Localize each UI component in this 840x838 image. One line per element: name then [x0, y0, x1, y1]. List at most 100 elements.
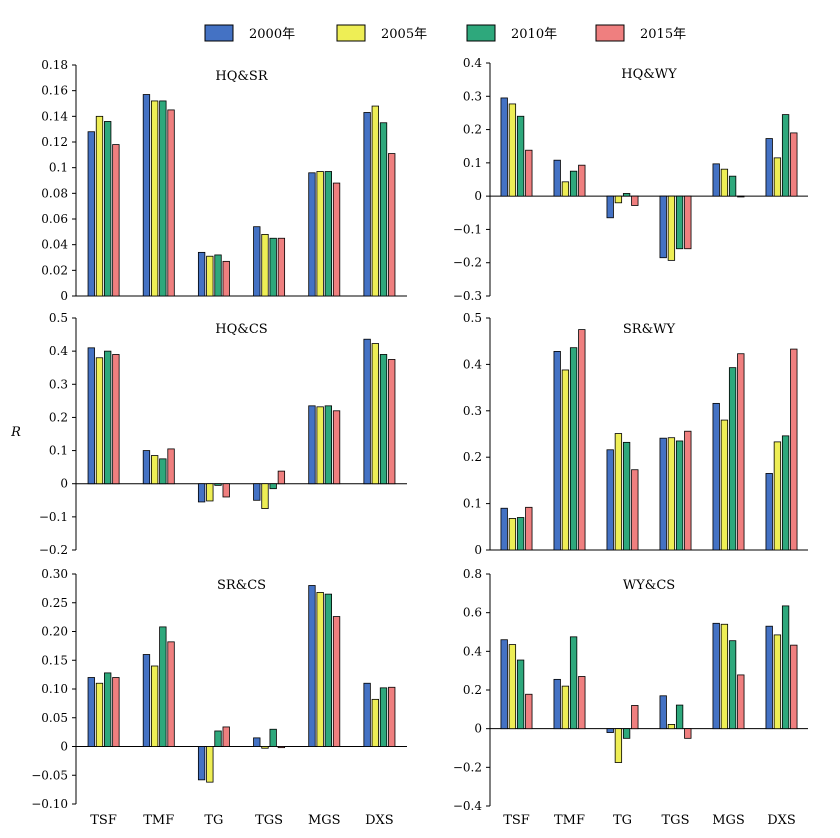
bar [622, 193, 631, 197]
legend-label: 2015年 [640, 27, 686, 42]
bar [167, 448, 175, 485]
legend-swatch [595, 24, 625, 42]
bar [197, 483, 206, 503]
bar [508, 518, 517, 551]
bar [684, 728, 692, 739]
panel-title: SR&WY [623, 322, 676, 337]
bar [142, 654, 151, 747]
panel-sr-cs: −0.10 −0.05 0 0.05 0.10 0.15 0.20 0.25 0.30 SR&CS… [31, 567, 407, 828]
bar [659, 195, 667, 259]
bar [316, 592, 324, 747]
bar [206, 255, 214, 297]
bar [659, 437, 667, 551]
y-tick-label: 0.1 [49, 161, 68, 175]
bar [159, 100, 167, 297]
bar [516, 659, 525, 730]
bar [150, 455, 159, 485]
x-category-label: TSF [90, 813, 117, 828]
bar [659, 695, 667, 730]
y-tick-label: 0.4 [49, 344, 68, 358]
bar [728, 367, 737, 551]
y-tick-label: 0.3 [463, 89, 482, 103]
y-tick-label: 0.2 [463, 450, 482, 464]
y-tick-label: 0.30 [41, 567, 68, 581]
y-tick-label: 0.10 [41, 682, 68, 696]
y-tick-label: 0 [60, 740, 68, 754]
y-tick-label: −0.4 [453, 799, 483, 813]
bar [561, 181, 570, 197]
panel-title: HQ&WY [621, 67, 677, 82]
bar [214, 730, 222, 747]
bar [508, 644, 517, 730]
bar [142, 94, 151, 297]
bar [379, 687, 388, 747]
bar [261, 483, 269, 509]
bar [525, 149, 533, 197]
bar [142, 450, 151, 485]
y-tick-label: 0.2 [463, 683, 482, 697]
x-category-label: TMF [143, 813, 174, 828]
bar [578, 164, 586, 197]
y-axis-label: R [10, 425, 21, 440]
y-tick-label: 0.4 [463, 357, 482, 371]
bar [606, 449, 614, 551]
bar [253, 483, 261, 501]
y-tick-label: −0.05 [31, 768, 68, 782]
bar [622, 728, 631, 739]
bar [95, 115, 104, 297]
bar [388, 153, 396, 297]
bar [614, 433, 623, 551]
y-tick-label: 0.2 [463, 123, 482, 137]
bar [675, 704, 684, 730]
bar [388, 686, 396, 747]
legend-item: 2005年 [336, 24, 427, 42]
bar [324, 405, 333, 485]
bar [332, 616, 341, 747]
bar [500, 639, 508, 730]
bar [631, 705, 639, 730]
bar [363, 338, 371, 485]
bar [773, 634, 782, 730]
bar [561, 369, 570, 551]
bar [675, 195, 684, 250]
bar [790, 644, 798, 730]
bar [308, 585, 316, 747]
bar [614, 195, 623, 204]
x-category-label: TG [613, 813, 632, 828]
bar [667, 195, 676, 261]
legend-swatch [204, 24, 234, 42]
bar [379, 122, 388, 297]
x-category-label: TGS [662, 813, 690, 828]
y-tick-label: 0.25 [41, 596, 68, 610]
bar [332, 410, 341, 485]
y-tick-label: 0.06 [41, 212, 68, 226]
bar [104, 350, 112, 485]
bar [159, 626, 167, 747]
bar [222, 726, 230, 747]
y-tick-label: 0.8 [463, 567, 482, 581]
bar [500, 97, 508, 197]
bar [516, 517, 525, 551]
bar [712, 402, 720, 551]
bar [553, 159, 561, 197]
y-tick-label: 0.1 [49, 444, 68, 458]
bar [728, 175, 737, 197]
bar [773, 441, 782, 551]
x-category-label: DXS [365, 813, 394, 828]
bar [773, 157, 782, 197]
legend: 2000年 2005年 2010年 2015年 [204, 24, 686, 42]
bar [790, 132, 798, 197]
legend-label: 2000年 [249, 27, 295, 42]
y-tick-label: −0.2 [453, 760, 482, 774]
bar [569, 636, 578, 730]
y-tick-label: −0.10 [31, 797, 68, 811]
bar [737, 195, 745, 198]
y-tick-label: −0.2 [39, 543, 68, 557]
bar [87, 131, 95, 297]
panel-hq-sr: 0 0.02 0.04 0.06 0.08 0.1 0.12 0.14 0.16 0.18 HQ&S… [41, 58, 407, 303]
bar [324, 593, 333, 747]
legend-item: 2000年 [204, 24, 295, 42]
bar [667, 724, 676, 730]
y-tick-label: 0.4 [463, 56, 482, 70]
bar [667, 437, 676, 551]
